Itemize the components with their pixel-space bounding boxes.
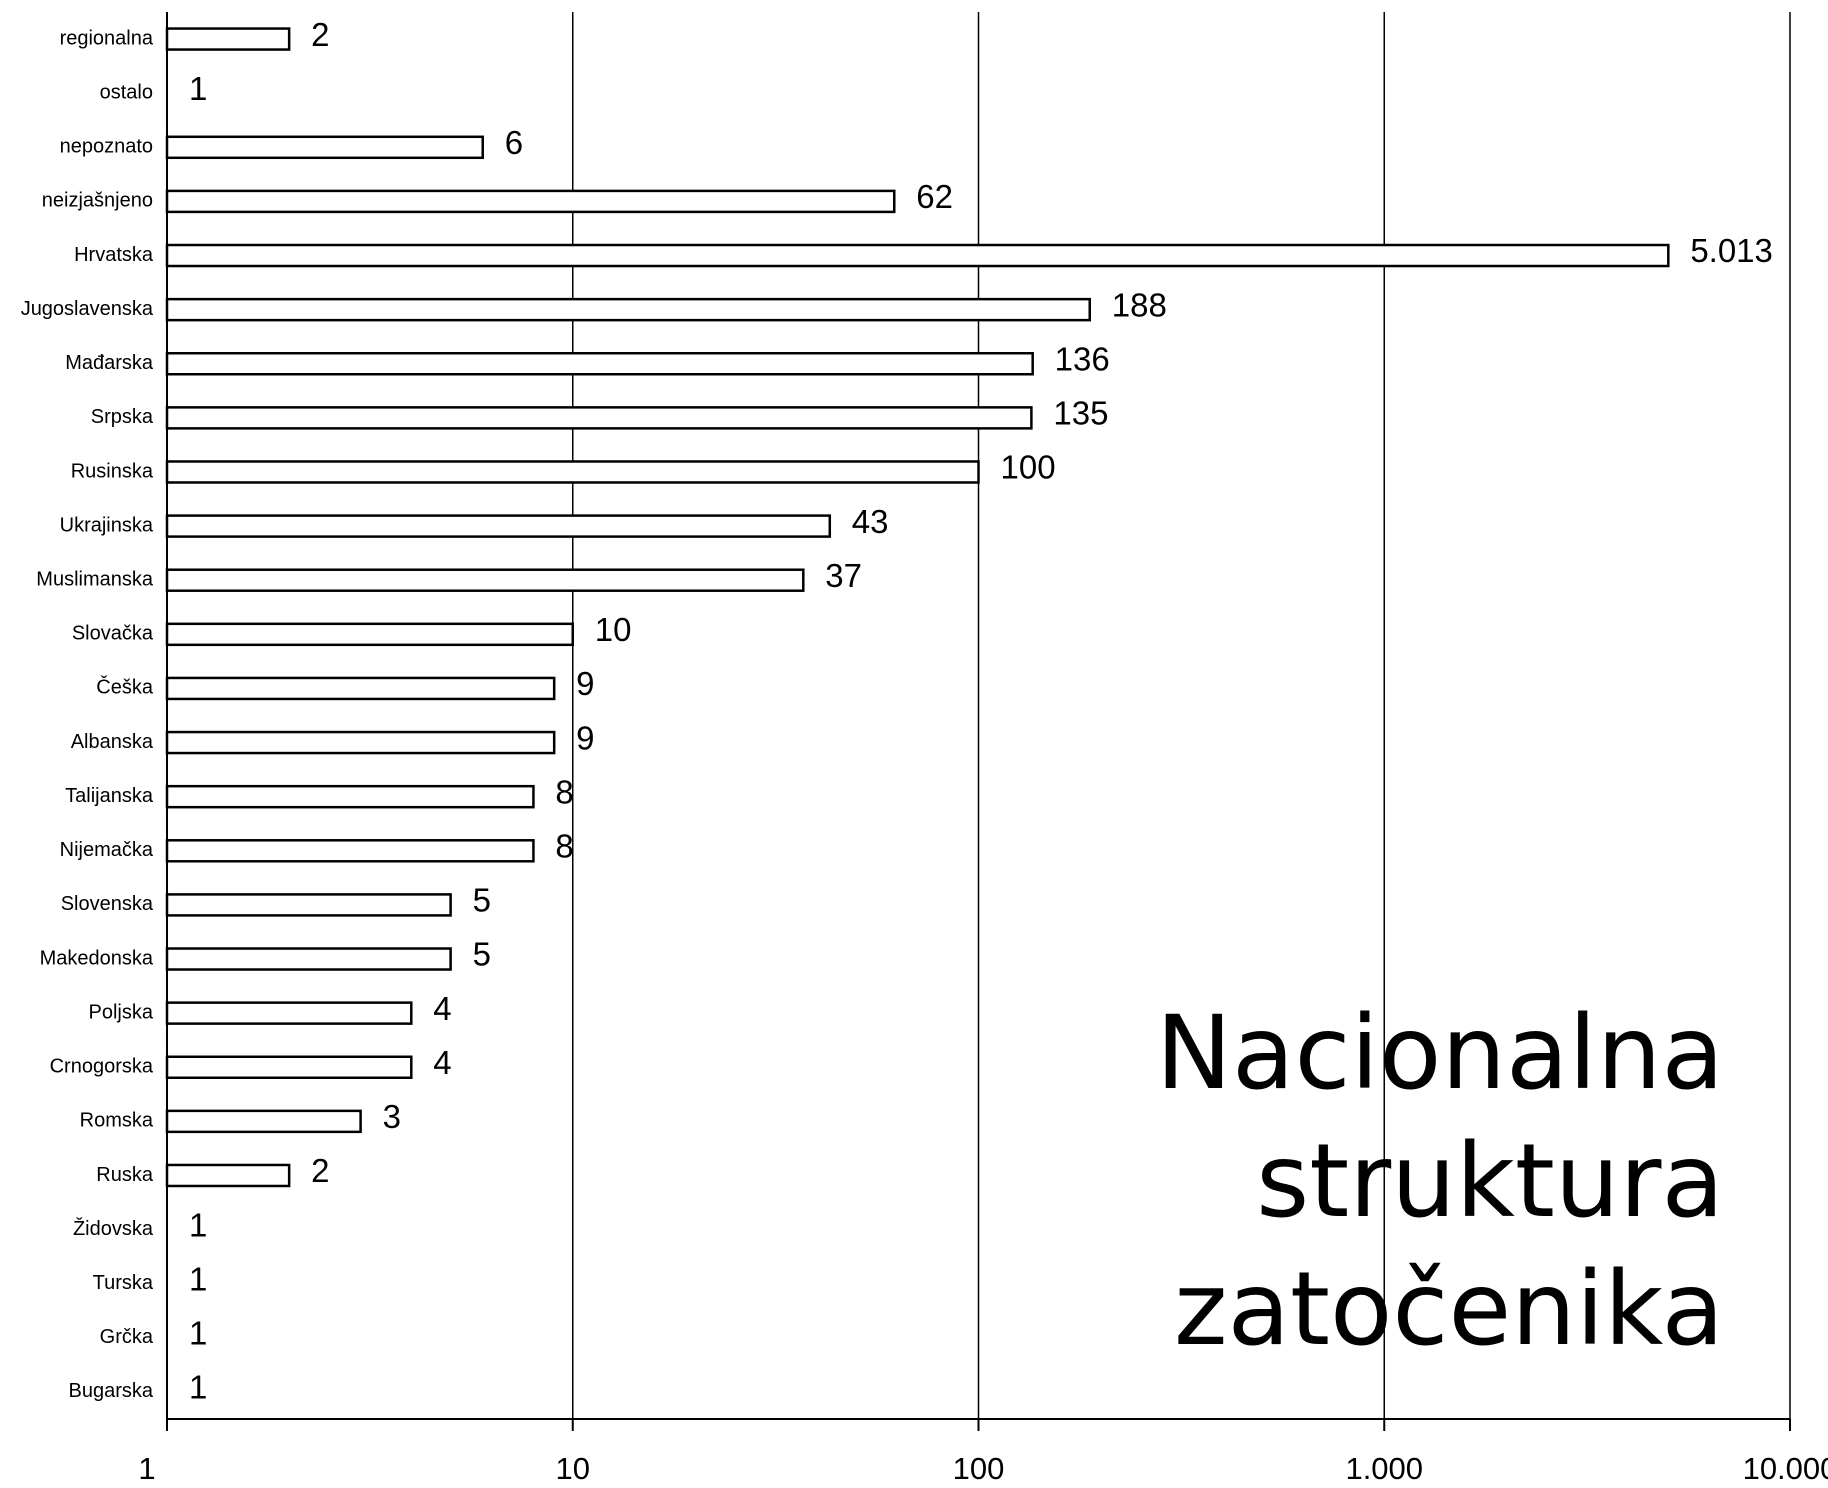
bar [165,135,484,160]
value-label: 37 [825,557,862,594]
bar [165,784,535,809]
value-label: 10 [595,611,632,648]
value-label: 5 [473,882,491,919]
value-label: 62 [916,178,953,215]
y-tick-label: Bugarska [69,1380,154,1402]
y-tick-label: Poljska [89,1001,154,1023]
value-label: 100 [1001,449,1056,486]
bar [165,352,1034,376]
bar [165,622,574,647]
value-label: 9 [576,719,594,756]
bar [165,1055,413,1079]
value-label: 188 [1112,286,1167,323]
bar [165,406,1033,430]
value-label: 4 [433,990,451,1027]
value-label: 3 [383,1098,401,1135]
bar [165,1001,413,1025]
value-label: 136 [1055,340,1110,377]
value-label: 5 [473,936,491,973]
x-tick-label: 10 [556,1451,590,1486]
y-tick-label: Hrvatska [74,244,154,266]
bar [165,1109,362,1134]
value-label: 1 [189,1315,207,1352]
y-tick-label: Češka [96,676,154,699]
y-tick-label: Turska [93,1272,154,1294]
y-tick-label: neizjašnjeno [42,190,153,212]
value-label: 135 [1053,395,1108,432]
y-tick-label: Nijemačka [60,839,154,861]
bar [165,243,1670,268]
y-tick-label: Romska [80,1110,154,1132]
x-tick-label: 100 [953,1451,1005,1486]
y-tick-label: Srpska [91,406,154,428]
value-label: 1 [189,1369,207,1406]
y-tick-label: Jugoslavenska [21,298,154,320]
y-tick-label: Muslimanska [36,568,154,590]
bar [165,730,556,755]
value-label: 1 [189,1206,207,1243]
y-tick-label: regionalna [60,27,154,49]
bar [165,1163,291,1188]
bar [165,947,452,971]
y-tick-label: Rusinska [71,460,154,482]
value-label: 8 [555,773,573,810]
bar [165,839,535,863]
y-tick-label: Mađarska [65,352,154,374]
x-tick-label: 1.000 [1345,1451,1423,1486]
value-label: 4 [433,1044,451,1081]
y-tick-label: Slovačka [72,623,154,645]
bar [165,297,1091,322]
y-tick-label: Crnogorska [50,1056,154,1078]
value-label: 2 [311,16,329,53]
y-tick-label: Albanska [71,731,154,753]
bar [165,514,832,538]
y-tick-label: Makedonska [40,947,154,969]
x-tick-label: 1 [138,1451,155,1486]
y-tick-label: nepoznato [60,136,153,158]
bar [165,27,291,51]
value-label: 8 [555,828,573,865]
value-label: 6 [505,124,523,161]
y-tick-label: Ukrajinska [60,514,154,536]
y-tick-label: ostalo [100,81,153,103]
bar [165,189,896,214]
y-tick-label: Ruska [96,1164,154,1186]
chart-title: Nacionalna struktura zatočenika [1155,994,1724,1369]
value-label: 2 [311,1152,329,1189]
y-tick-label: Slovenska [61,893,154,915]
value-label: 43 [852,503,889,540]
y-tick-label: Talijanska [65,785,154,807]
y-tick-label: Židovska [73,1217,154,1240]
value-label: 5.013 [1690,232,1773,269]
value-label: 1 [189,70,207,107]
bar [165,568,805,592]
y-tick-label: Grčka [100,1326,154,1348]
bar [165,676,556,701]
bar [165,893,452,917]
bar [165,460,980,484]
value-label: 1 [189,1260,207,1297]
x-tick-label: 10.000 [1743,1451,1828,1486]
value-label: 9 [576,665,594,702]
